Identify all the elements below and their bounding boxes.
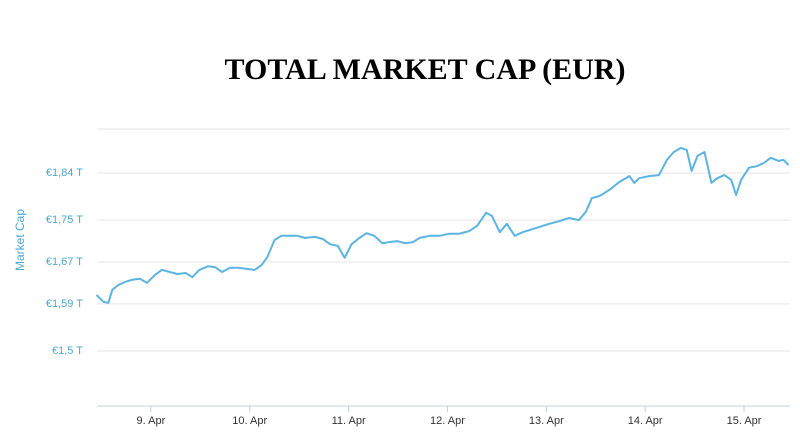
x-tick-label: 10. Apr xyxy=(232,415,267,427)
x-tick-label: 15. Apr xyxy=(727,415,762,427)
y-tick-label: €1,5 T xyxy=(52,345,83,357)
y-tick-label: €1,84 T xyxy=(46,167,83,179)
x-tick-label: 11. Apr xyxy=(332,415,366,427)
y-tick-label: €1,75 T xyxy=(46,214,83,226)
x-tick-label: 12. Apr xyxy=(430,415,465,427)
x-tick-label: 13. Apr xyxy=(529,415,564,427)
y-tick-label: €1,67 T xyxy=(46,256,83,268)
y-tick-label: €1,59 T xyxy=(46,298,83,310)
x-tick-label: 14. Apr xyxy=(628,415,663,427)
x-tick-label: 9. Apr xyxy=(137,415,166,427)
chart-title: TOTAL MARKET CAP (EUR) xyxy=(225,53,626,86)
line-series xyxy=(95,146,790,304)
y-axis-title: Market Cap xyxy=(13,209,27,271)
